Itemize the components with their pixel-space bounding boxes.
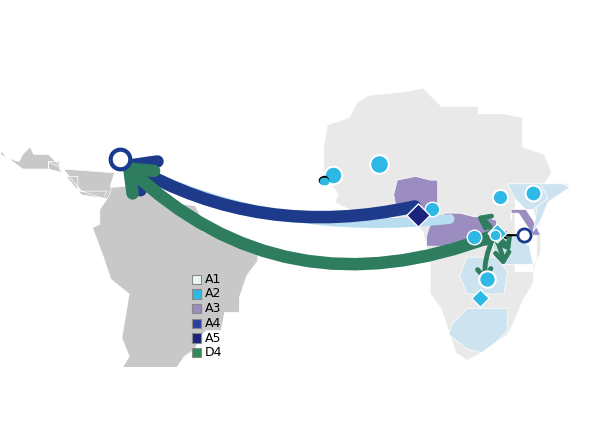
Polygon shape: [533, 184, 570, 232]
Point: [317, 176, 327, 183]
Text: A3: A3: [205, 302, 221, 315]
Point: [529, 190, 538, 197]
Point: [519, 232, 529, 239]
Point: [319, 178, 328, 185]
FancyBboxPatch shape: [191, 319, 201, 328]
Point: [496, 193, 505, 200]
Point: [427, 206, 437, 213]
Text: D4: D4: [205, 346, 222, 359]
Polygon shape: [0, 110, 115, 198]
Polygon shape: [511, 209, 541, 235]
Polygon shape: [85, 184, 258, 426]
Text: A2: A2: [205, 288, 221, 300]
Text: A5: A5: [205, 332, 221, 344]
FancyBboxPatch shape: [191, 333, 201, 343]
Point: [475, 294, 485, 301]
Point: [374, 160, 384, 167]
FancyArrowPatch shape: [496, 238, 509, 262]
FancyBboxPatch shape: [191, 275, 201, 284]
Point: [319, 176, 328, 183]
Polygon shape: [427, 213, 496, 246]
FancyBboxPatch shape: [191, 348, 201, 357]
FancyArrowPatch shape: [481, 216, 493, 233]
Point: [493, 230, 502, 237]
FancyArrowPatch shape: [130, 161, 449, 223]
Text: A4: A4: [205, 317, 221, 330]
Text: A1: A1: [205, 273, 221, 286]
Polygon shape: [508, 184, 548, 209]
Point: [490, 232, 499, 239]
Point: [320, 176, 330, 183]
Point: [470, 233, 479, 240]
FancyArrowPatch shape: [478, 238, 493, 278]
Point: [482, 276, 492, 283]
FancyArrowPatch shape: [497, 236, 509, 247]
Polygon shape: [324, 88, 570, 360]
Polygon shape: [449, 309, 508, 353]
Polygon shape: [493, 235, 533, 265]
FancyArrowPatch shape: [129, 169, 492, 264]
Polygon shape: [493, 232, 500, 239]
FancyBboxPatch shape: [191, 304, 201, 313]
FancyBboxPatch shape: [191, 289, 201, 299]
Point: [320, 178, 329, 185]
Polygon shape: [394, 176, 438, 213]
Point: [328, 171, 338, 178]
Point: [115, 155, 125, 162]
Polygon shape: [460, 257, 508, 294]
FancyArrowPatch shape: [131, 161, 415, 217]
Point: [413, 212, 422, 219]
